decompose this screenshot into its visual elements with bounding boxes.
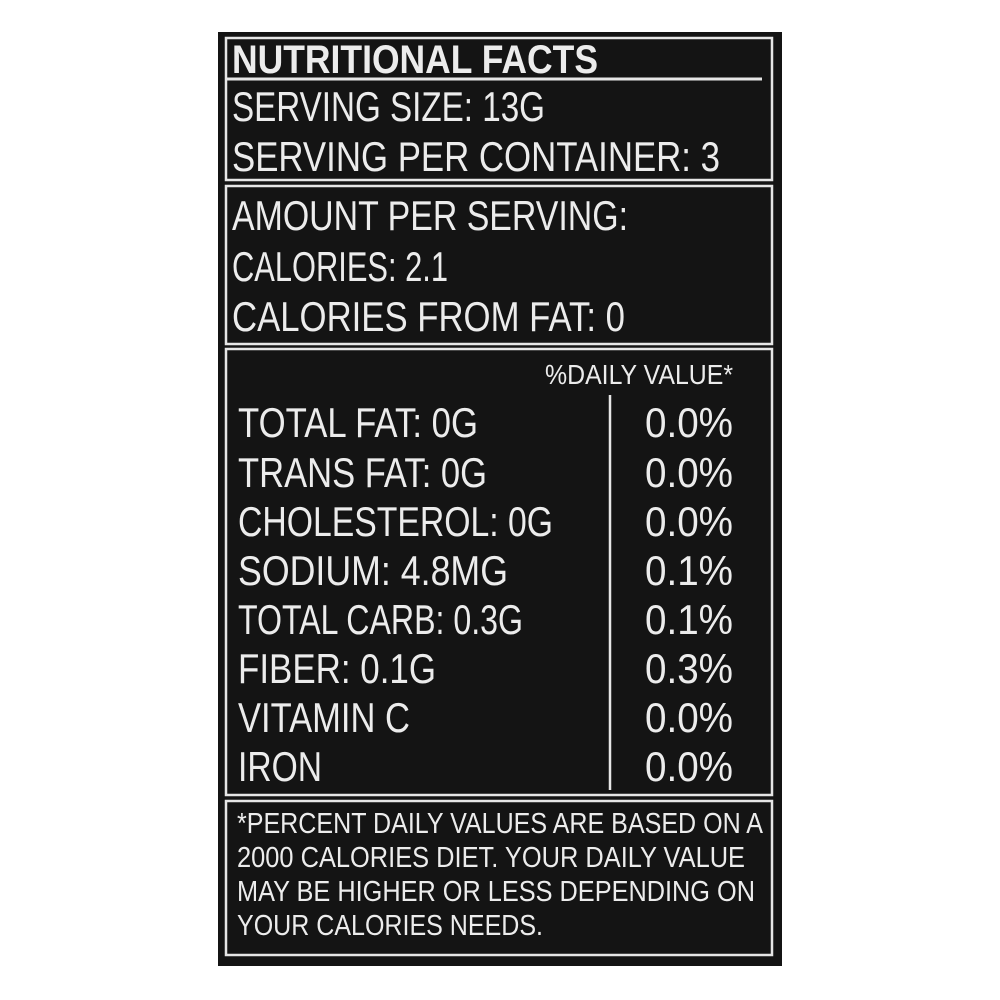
nutrient-name: TRANS FAT: 0G [238,449,487,496]
nutrients-box [224,347,774,797]
serving-box [224,36,774,182]
daily-value: 0.1% [645,596,733,643]
daily-value-heading: %DAILY VALUE* [545,359,733,390]
nutrient-name: SODIUM: 4.8MG [238,547,508,594]
footnote: *PERCENT DAILY VALUES ARE BASED ON A2000… [237,808,764,942]
daily-value: 0.3% [645,645,733,692]
daily-value: 0.0% [645,449,733,496]
footnote-line: *PERCENT DAILY VALUES ARE BASED ON A [237,808,764,840]
servings-per-container: SERVING PER CONTAINER: 3 [232,133,720,180]
nutrient-name: FIBER: 0.1G [238,645,436,692]
daily-value: 0.0% [645,399,733,446]
calories-from-fat: CALORIES FROM FAT: 0 [232,293,625,340]
footnote-line: 2000 CALORIES DIET. YOUR DAILY VALUE [237,842,745,874]
daily-value: 0.0% [645,694,733,741]
nutrient-name: CHOLESTEROL: 0G [238,498,553,545]
nutrient-name: TOTAL CARB: 0.3G [238,596,523,643]
nutrient-name: TOTAL FAT: 0G [238,399,478,446]
label-panel [218,32,782,966]
amount-box [224,184,774,346]
footnote-box [224,799,774,957]
calories: CALORIES: 2.1 [232,243,448,290]
daily-value: 0.1% [645,547,733,594]
nutrient-name: VITAMIN C [238,694,410,741]
nutrient-name: IRON [238,743,322,790]
amount-heading: AMOUNT PER SERVING: [232,192,628,239]
nutrient-rows: TOTAL FAT: 0G 0.0% TRANS FAT: 0G 0.0% CHOLES… [238,399,733,790]
daily-value: 0.0% [645,743,733,790]
daily-value: 0.0% [645,498,733,545]
title: NUTRITIONAL FACTS [232,38,598,82]
serving-size: SERVING SIZE: 13G [232,83,545,130]
footnote-line: MAY BE HIGHER OR LESS DEPENDING ON [237,876,755,908]
footnote-line: YOUR CALORIES NEEDS. [237,910,543,942]
